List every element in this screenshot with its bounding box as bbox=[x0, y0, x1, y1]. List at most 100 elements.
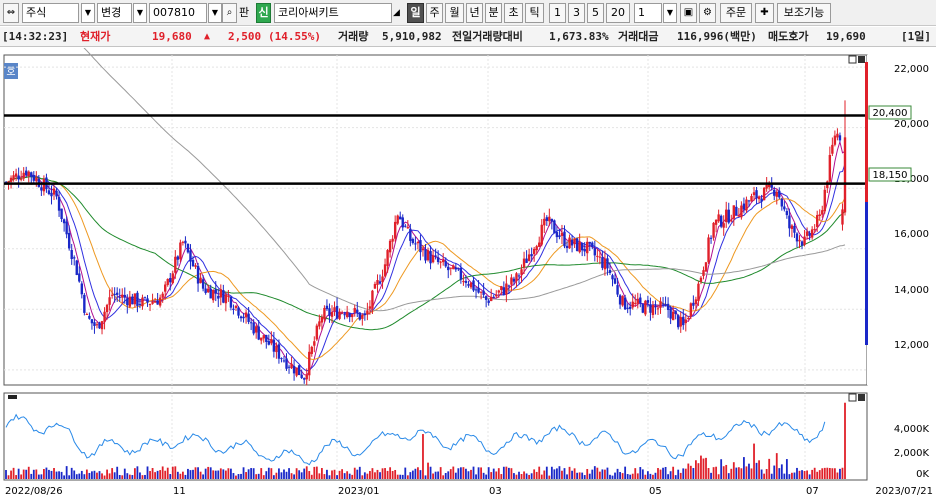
volume-bar bbox=[202, 474, 205, 479]
volume-bar bbox=[523, 471, 525, 479]
volume-bar bbox=[346, 471, 349, 479]
period-button-tick[interactable]: 틱 bbox=[525, 3, 544, 23]
gear-icon[interactable]: ⚙ bbox=[699, 3, 716, 23]
volume-bar bbox=[338, 470, 341, 479]
candle-body bbox=[272, 339, 276, 352]
side-tab-label: 호 bbox=[6, 66, 15, 78]
candle-body bbox=[67, 232, 71, 249]
candle-body bbox=[838, 135, 842, 141]
candle-body bbox=[735, 206, 738, 216]
change-dropdown-icon[interactable]: ▼ bbox=[133, 3, 147, 23]
period-button-day[interactable]: 일 bbox=[407, 3, 424, 23]
panel-minimize-icon[interactable] bbox=[848, 55, 857, 64]
candle-body bbox=[414, 243, 417, 245]
candle-body bbox=[174, 256, 177, 273]
market-type-select[interactable]: 주식 bbox=[22, 3, 79, 23]
volume-bar bbox=[662, 467, 664, 479]
volume-bar bbox=[424, 475, 427, 479]
period-button-week[interactable]: 주 bbox=[426, 3, 443, 23]
candle-body bbox=[783, 206, 786, 210]
candle-body bbox=[520, 269, 523, 275]
aux-function-button[interactable]: 보조기능 bbox=[777, 3, 831, 23]
side-tab-icon[interactable] bbox=[4, 63, 18, 79]
interval-value: 1 bbox=[638, 6, 645, 19]
candle-body bbox=[810, 229, 814, 238]
save-icon[interactable]: ▣ bbox=[680, 3, 697, 23]
candle-body bbox=[583, 248, 586, 252]
change-select[interactable]: 변경 bbox=[97, 3, 132, 23]
stock-code-input[interactable]: 007810 bbox=[149, 3, 207, 23]
volume-panel-minimize-icon[interactable] bbox=[848, 393, 857, 402]
candle-body bbox=[270, 339, 273, 344]
volume-bar bbox=[341, 469, 344, 479]
change-up-arrow-icon: ▲ bbox=[204, 31, 211, 42]
candle-body bbox=[669, 308, 672, 319]
nav-arrows-icon[interactable]: ⇔ bbox=[3, 3, 19, 23]
interval-dropdown-icon[interactable]: ▼ bbox=[663, 3, 677, 23]
candle-body bbox=[692, 302, 695, 306]
volume-bar bbox=[247, 469, 250, 479]
candle-body bbox=[704, 262, 708, 272]
period-button-second[interactable]: 초 bbox=[504, 3, 523, 23]
number-button-1[interactable]: 1 bbox=[549, 3, 566, 23]
trade-amount-label: 거래대금 bbox=[618, 30, 659, 43]
volume-bar bbox=[775, 453, 778, 479]
candle-body bbox=[118, 296, 121, 298]
search-icon[interactable]: ⌕ bbox=[222, 3, 237, 23]
candle-body bbox=[52, 188, 56, 195]
candle-body bbox=[411, 238, 415, 244]
candle-body bbox=[563, 231, 566, 247]
number-button-5[interactable]: 5 bbox=[587, 3, 604, 23]
candle-body bbox=[568, 237, 571, 249]
candle-body bbox=[778, 190, 781, 198]
date-tick-nov: 11 bbox=[173, 486, 186, 497]
volume-bar bbox=[280, 472, 283, 479]
period-button-minute[interactable]: 분 bbox=[485, 3, 502, 23]
code-dropdown-icon[interactable]: ▼ bbox=[208, 3, 222, 23]
number-button-3[interactable]: 3 bbox=[568, 3, 585, 23]
prev-volume-ratio-label: 전일거래량대비 bbox=[452, 30, 523, 43]
add-icon[interactable]: ✚ bbox=[755, 3, 774, 23]
resize-corner-icon[interactable]: ◢ bbox=[393, 8, 400, 18]
volume-bar bbox=[639, 467, 642, 479]
candle-body bbox=[305, 374, 308, 380]
candle-body bbox=[391, 238, 394, 242]
horizontal-reference-lines[interactable] bbox=[4, 114, 867, 185]
volume-bar bbox=[265, 471, 268, 479]
volume-bar bbox=[682, 468, 685, 479]
volume-bar bbox=[141, 475, 144, 479]
volume-bar bbox=[133, 468, 136, 479]
period-button-month[interactable]: 월 bbox=[445, 3, 464, 23]
volume-bar bbox=[209, 467, 212, 479]
period-button-year[interactable]: 년 bbox=[466, 3, 483, 23]
volume-bar bbox=[806, 470, 808, 479]
volume-bar bbox=[465, 468, 467, 479]
volume-bar bbox=[139, 472, 141, 479]
order-button[interactable]: 주문 bbox=[720, 3, 752, 23]
volume-bar bbox=[93, 470, 96, 479]
volume-bar bbox=[174, 466, 177, 479]
volume-bar bbox=[578, 472, 581, 479]
candle-body bbox=[133, 293, 137, 305]
number-button-20[interactable]: 20 bbox=[606, 3, 630, 23]
interval-input[interactable]: 1 bbox=[634, 3, 662, 23]
candle-body bbox=[517, 275, 521, 277]
candle-body bbox=[265, 334, 268, 342]
pan-label[interactable]: 판 bbox=[239, 6, 250, 19]
date-tick-jan: 2023/01 bbox=[338, 486, 380, 497]
volume-bar bbox=[27, 466, 30, 479]
volume-bar bbox=[525, 473, 528, 479]
panel-close-icon[interactable] bbox=[858, 56, 865, 63]
candle-body bbox=[773, 189, 776, 196]
market-type-dropdown-icon[interactable]: ▼ bbox=[81, 3, 95, 23]
volume-panel-close-icon[interactable] bbox=[858, 394, 865, 401]
volume-bar bbox=[17, 468, 20, 479]
candle-body bbox=[95, 324, 99, 326]
volume-bar bbox=[432, 473, 434, 479]
price-tick-22000: 22,000 bbox=[894, 64, 929, 75]
candle-body bbox=[88, 315, 91, 319]
volume-bar bbox=[429, 466, 432, 479]
candle-body bbox=[762, 187, 766, 201]
